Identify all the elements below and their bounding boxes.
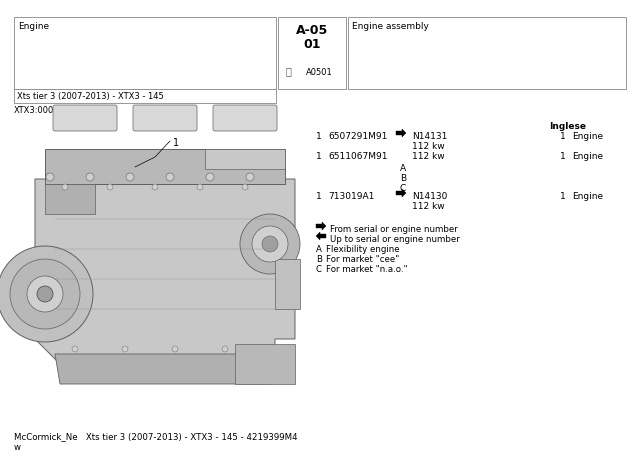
Circle shape [0,246,93,342]
Circle shape [46,174,54,182]
Text: Engine: Engine [572,152,603,161]
Text: 6507291M91: 6507291M91 [328,132,387,141]
Text: 01: 01 [303,38,321,51]
Text: 112 kw: 112 kw [412,152,445,161]
Polygon shape [45,150,285,184]
Text: Up to serial or engine number: Up to serial or engine number [330,235,460,244]
Circle shape [62,184,68,191]
Circle shape [206,174,214,182]
Text: 1: 1 [560,132,566,141]
Text: Engine: Engine [572,192,603,201]
Circle shape [126,174,134,182]
Text: C: C [400,184,406,193]
Text: 6511067M91: 6511067M91 [328,152,387,161]
Polygon shape [35,179,295,379]
Text: For market "n.a.o.": For market "n.a.o." [326,264,408,273]
Text: A-05: A-05 [296,24,328,37]
Circle shape [197,184,203,191]
Bar [14,90,276,104]
Polygon shape [235,344,295,384]
Polygon shape [45,184,95,215]
Text: A: A [400,164,406,173]
Text: ⚿: ⚿ [286,66,292,76]
Circle shape [152,184,158,191]
Circle shape [172,346,178,352]
Text: McCormick_Ne   Xts tier 3 (2007-2013) - XTX3 - 145 - 4219399M4: McCormick_Ne Xts tier 3 (2007-2013) - XT… [14,431,298,440]
Text: 1: 1 [316,132,322,141]
Text: 713019A1: 713019A1 [328,192,374,201]
Text: N14131: N14131 [412,132,447,141]
Circle shape [166,174,174,182]
Circle shape [222,346,228,352]
Text: C: C [316,264,322,273]
Text: B: B [400,174,406,183]
Bar [14,18,276,90]
Text: 1: 1 [560,152,566,161]
FancyBboxPatch shape [213,106,277,132]
Text: Flexibility engine: Flexibility engine [326,244,399,253]
Bar [348,18,626,90]
Circle shape [72,346,78,352]
Circle shape [240,215,300,274]
Text: 1: 1 [173,138,179,147]
Text: 1: 1 [316,192,322,201]
Polygon shape [396,130,406,138]
FancyBboxPatch shape [53,106,117,132]
Text: 1: 1 [560,192,566,201]
Circle shape [27,276,63,312]
Text: A: A [316,244,322,253]
Circle shape [37,286,53,302]
Text: B: B [316,254,322,263]
Circle shape [262,236,278,253]
Text: From serial or engine number: From serial or engine number [330,225,458,234]
Text: A0501: A0501 [306,68,333,77]
Text: 112 kw: 112 kw [412,142,445,151]
Polygon shape [55,354,275,384]
Circle shape [86,174,94,182]
FancyBboxPatch shape [133,106,197,132]
Text: 1: 1 [316,152,322,161]
Text: Xts tier 3 (2007-2013) - XTX3 - 145: Xts tier 3 (2007-2013) - XTX3 - 145 [17,92,164,101]
Circle shape [107,184,113,191]
Text: w: w [14,442,21,451]
Text: 112 kw: 112 kw [412,202,445,211]
Polygon shape [316,222,326,230]
Polygon shape [275,259,300,309]
Circle shape [252,226,288,262]
Text: Engine: Engine [572,132,603,141]
Text: XTX3:00006475.png: XTX3:00006475.png [14,106,99,115]
Circle shape [10,259,80,329]
Circle shape [242,184,248,191]
Circle shape [246,174,254,182]
Text: Inglese: Inglese [549,122,586,131]
Polygon shape [205,150,285,170]
Text: Engine: Engine [18,22,49,31]
Text: For market "cee": For market "cee" [326,254,399,263]
Circle shape [122,346,128,352]
Bar [278,18,346,90]
Text: Engine assembly: Engine assembly [352,22,429,31]
Polygon shape [316,232,326,240]
Text: N14130: N14130 [412,192,447,201]
Polygon shape [396,189,406,198]
